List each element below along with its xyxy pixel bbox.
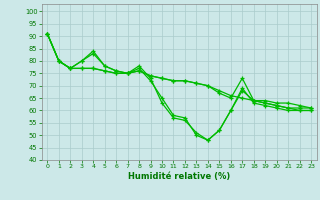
X-axis label: Humidité relative (%): Humidité relative (%)	[128, 172, 230, 181]
